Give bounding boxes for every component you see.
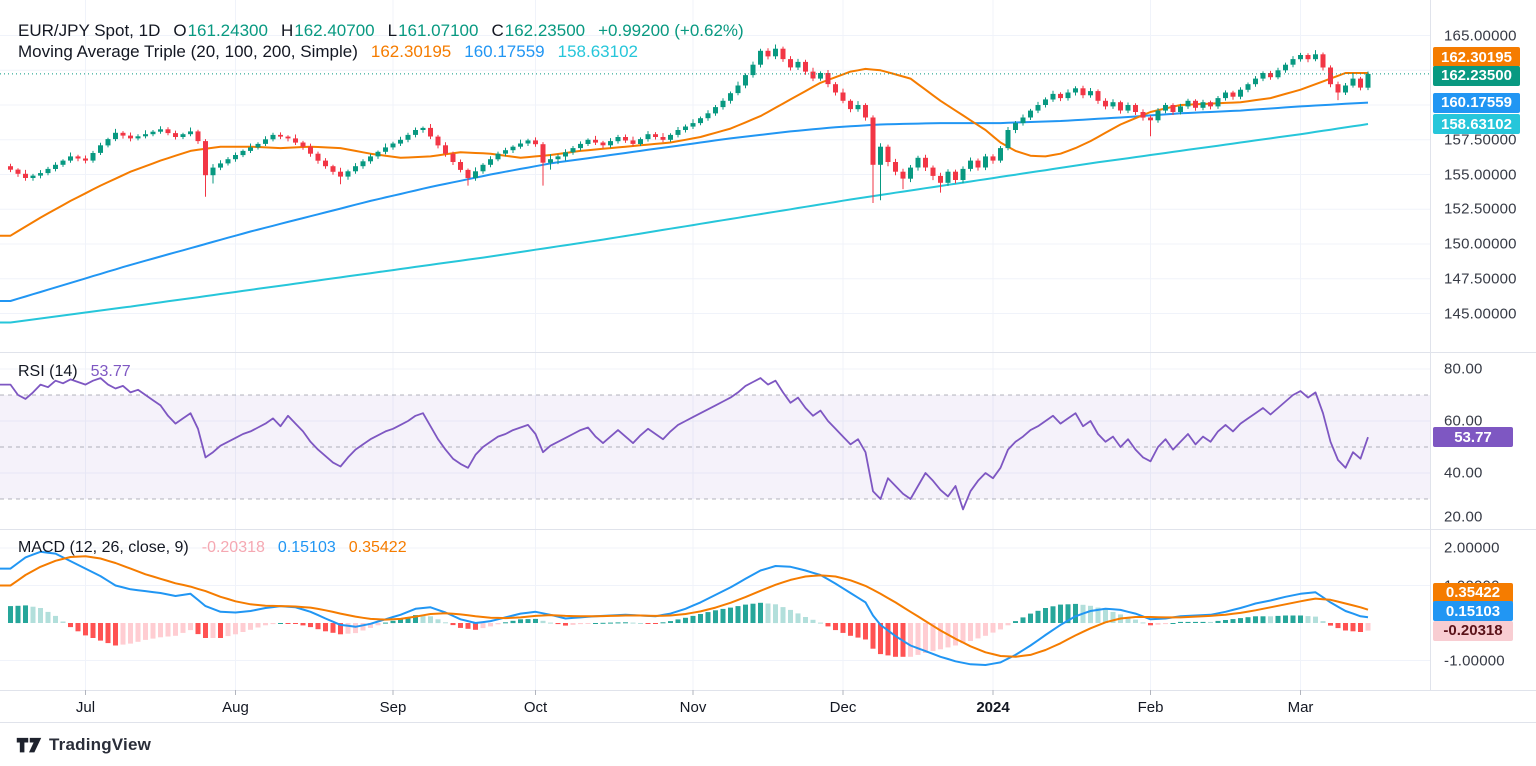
rsi-band (0, 394, 1430, 500)
macd-lines (0, 550, 1369, 666)
rsi-line (0, 377, 1369, 511)
panel-separators (0, 0, 1536, 723)
candlestick-series (8, 44, 1371, 203)
macd-histogram (8, 602, 1371, 657)
